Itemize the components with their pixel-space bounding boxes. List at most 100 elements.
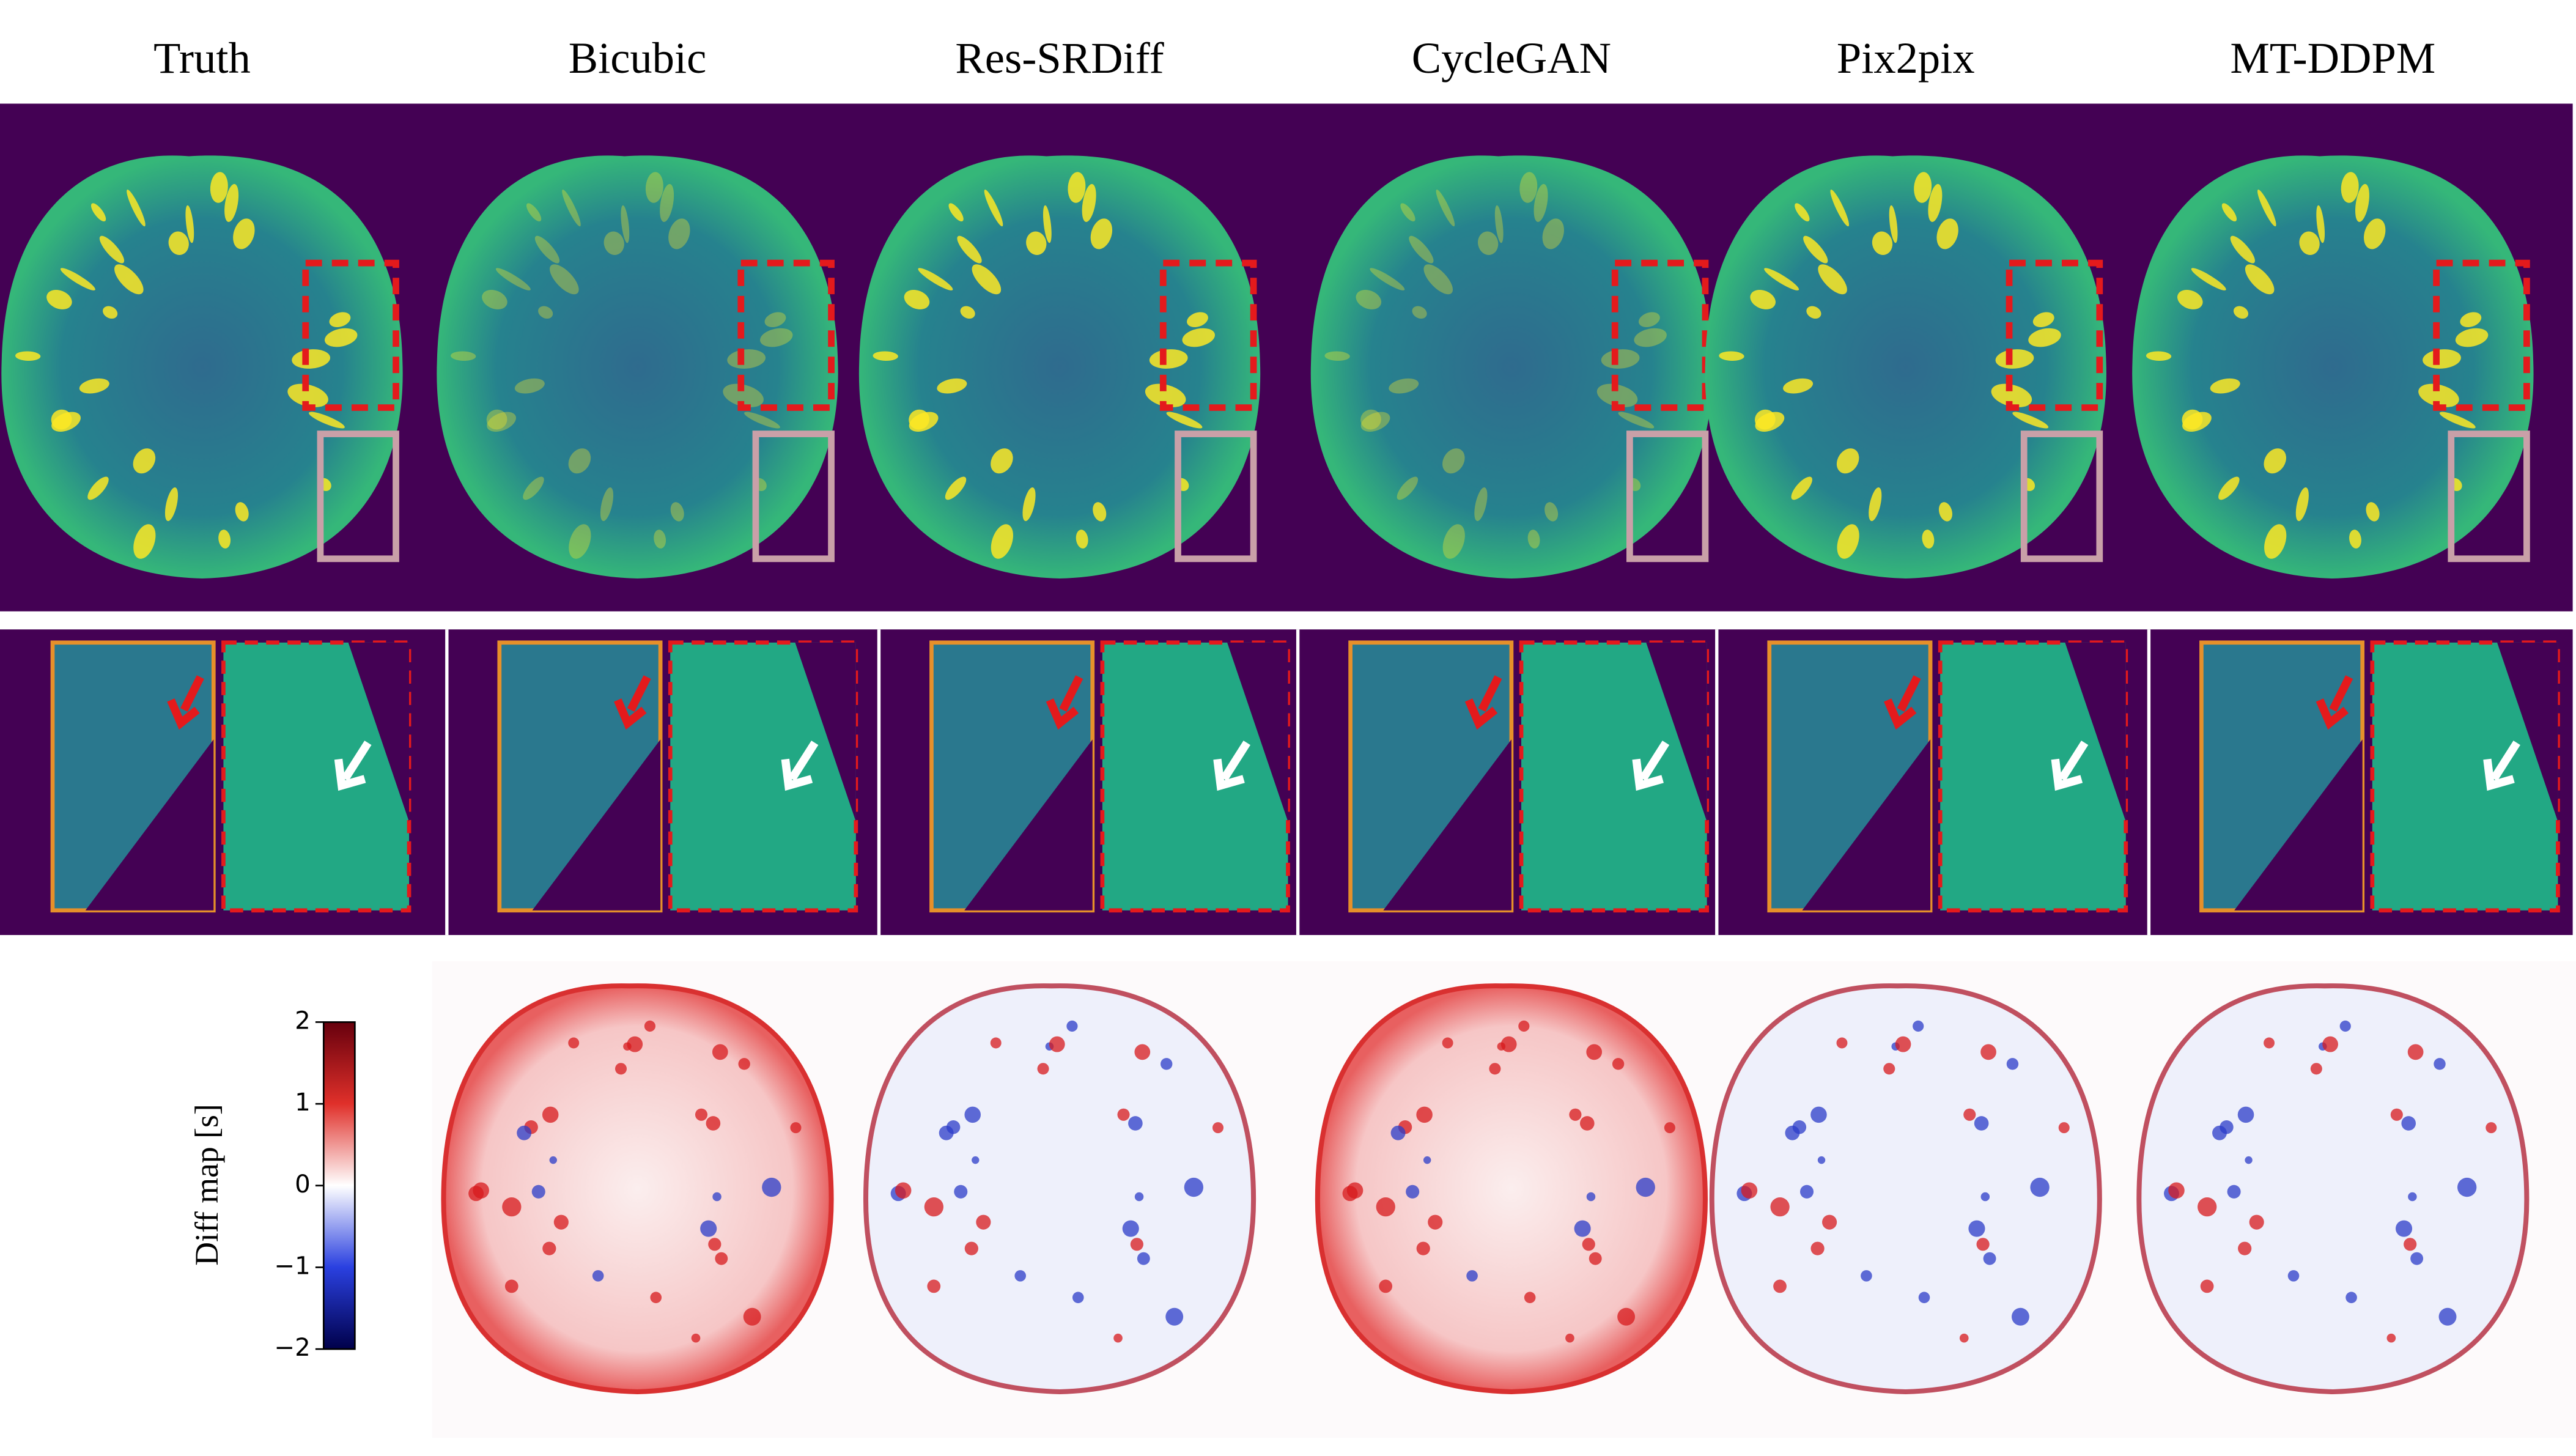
tissue <box>224 183 239 222</box>
tissue <box>1527 530 1540 549</box>
diff-spot <box>1773 1279 1787 1293</box>
diff-spot <box>1376 1197 1395 1217</box>
diff-spot <box>1974 1116 1989 1131</box>
tissue <box>1818 264 1847 295</box>
tissue <box>1182 328 1215 347</box>
tissue <box>2182 412 2212 432</box>
tissue <box>1370 268 1405 290</box>
tissue <box>918 268 953 290</box>
roi-box <box>2433 259 2530 411</box>
tissue <box>957 235 982 264</box>
tissue <box>1389 378 1419 394</box>
tissue <box>1869 487 1882 522</box>
tissue <box>1764 268 1799 290</box>
diff-spot <box>708 1238 722 1251</box>
diff-spot <box>2401 1116 2416 1131</box>
diff-spot <box>1379 1279 1393 1293</box>
diff-map <box>441 983 834 1395</box>
colorbar-tick-label: −1 <box>274 1251 310 1280</box>
diff-spot <box>712 1044 728 1060</box>
tissue <box>2233 306 2249 319</box>
brain-image <box>1 155 403 578</box>
diff-spot <box>1134 1192 1144 1202</box>
diff-spot <box>1113 1333 1123 1343</box>
zoom-mask <box>964 739 1093 911</box>
diff-spot <box>1980 1044 1996 1060</box>
tissue <box>1082 183 1096 222</box>
diff-map <box>1709 983 2102 1395</box>
tissue <box>1936 218 1958 249</box>
tissue <box>46 289 72 309</box>
diff-spot <box>1428 1214 1443 1230</box>
diff-spot <box>2390 1108 2403 1121</box>
tissue <box>2245 264 2275 295</box>
diff-spot <box>2212 1125 2227 1140</box>
diff-spot <box>1810 1241 1825 1255</box>
diff-spot <box>1212 1122 1224 1134</box>
roi-box <box>2020 431 2103 563</box>
diff-spot <box>2407 1044 2424 1060</box>
diff-spot <box>1423 1156 1431 1164</box>
roi-box <box>1159 259 1257 411</box>
tissue <box>2366 502 2380 522</box>
tissue <box>526 203 542 222</box>
diff-map <box>1315 983 1708 1395</box>
tissue <box>1474 487 1488 522</box>
tissue <box>1836 448 1859 474</box>
tissue <box>960 306 975 319</box>
arrow <box>1884 675 1921 730</box>
colorbar: Diff map [s] <box>188 1021 356 1350</box>
tissue <box>1596 383 1638 408</box>
tissue <box>103 306 118 319</box>
diff-spot <box>1037 1063 1049 1075</box>
diff-spot <box>1586 1192 1596 1202</box>
column-title: Truth <box>153 33 251 83</box>
diff-spot <box>2322 1036 2338 1052</box>
brain-image <box>858 155 1261 578</box>
tissue <box>168 231 189 255</box>
arrow <box>1046 675 1083 730</box>
diff-spot <box>2198 1197 2217 1217</box>
diff-spot <box>1574 1220 1591 1237</box>
tissue <box>2423 349 2461 369</box>
tissue <box>1928 183 1943 222</box>
arrow <box>614 675 651 730</box>
tissue <box>1360 412 1390 432</box>
diff-spot <box>592 1270 604 1282</box>
tissue <box>1938 502 1952 522</box>
brain-image <box>437 155 838 578</box>
tissue <box>538 306 553 319</box>
tissue <box>945 476 967 500</box>
tissue <box>1093 502 1107 522</box>
column-title: Pix2pix <box>1837 33 1975 83</box>
tissue <box>1022 487 1036 522</box>
diff-spot <box>964 1241 978 1255</box>
diff-spot <box>502 1197 522 1217</box>
arrow <box>2051 741 2089 791</box>
diff-spot <box>2457 1177 2477 1197</box>
roi-box <box>1626 431 1709 563</box>
diff-spot <box>542 1106 559 1123</box>
diff-spot <box>2386 1333 2396 1343</box>
diff-spot <box>1161 1058 1173 1070</box>
tissue <box>991 448 1013 474</box>
column-title: Res-SRDiff <box>955 33 1164 83</box>
tissue <box>233 218 255 249</box>
diff-spot <box>1524 1292 1536 1304</box>
tissue <box>562 190 581 227</box>
tissue <box>218 530 231 549</box>
tissue <box>760 328 793 347</box>
tissue <box>1400 203 1415 222</box>
tissue <box>2177 289 2203 309</box>
arrow <box>1464 675 1502 730</box>
roi-box <box>1611 259 1709 411</box>
diff-spot <box>568 1037 580 1049</box>
colorbar-label: Diff map [s] <box>188 1104 225 1266</box>
tissue <box>937 378 967 394</box>
tissue <box>164 487 179 522</box>
tissue <box>2355 183 2369 222</box>
arrow <box>334 741 372 791</box>
arrow <box>1213 741 1250 791</box>
diff-spot <box>1500 1036 1517 1052</box>
tissue <box>292 349 331 369</box>
